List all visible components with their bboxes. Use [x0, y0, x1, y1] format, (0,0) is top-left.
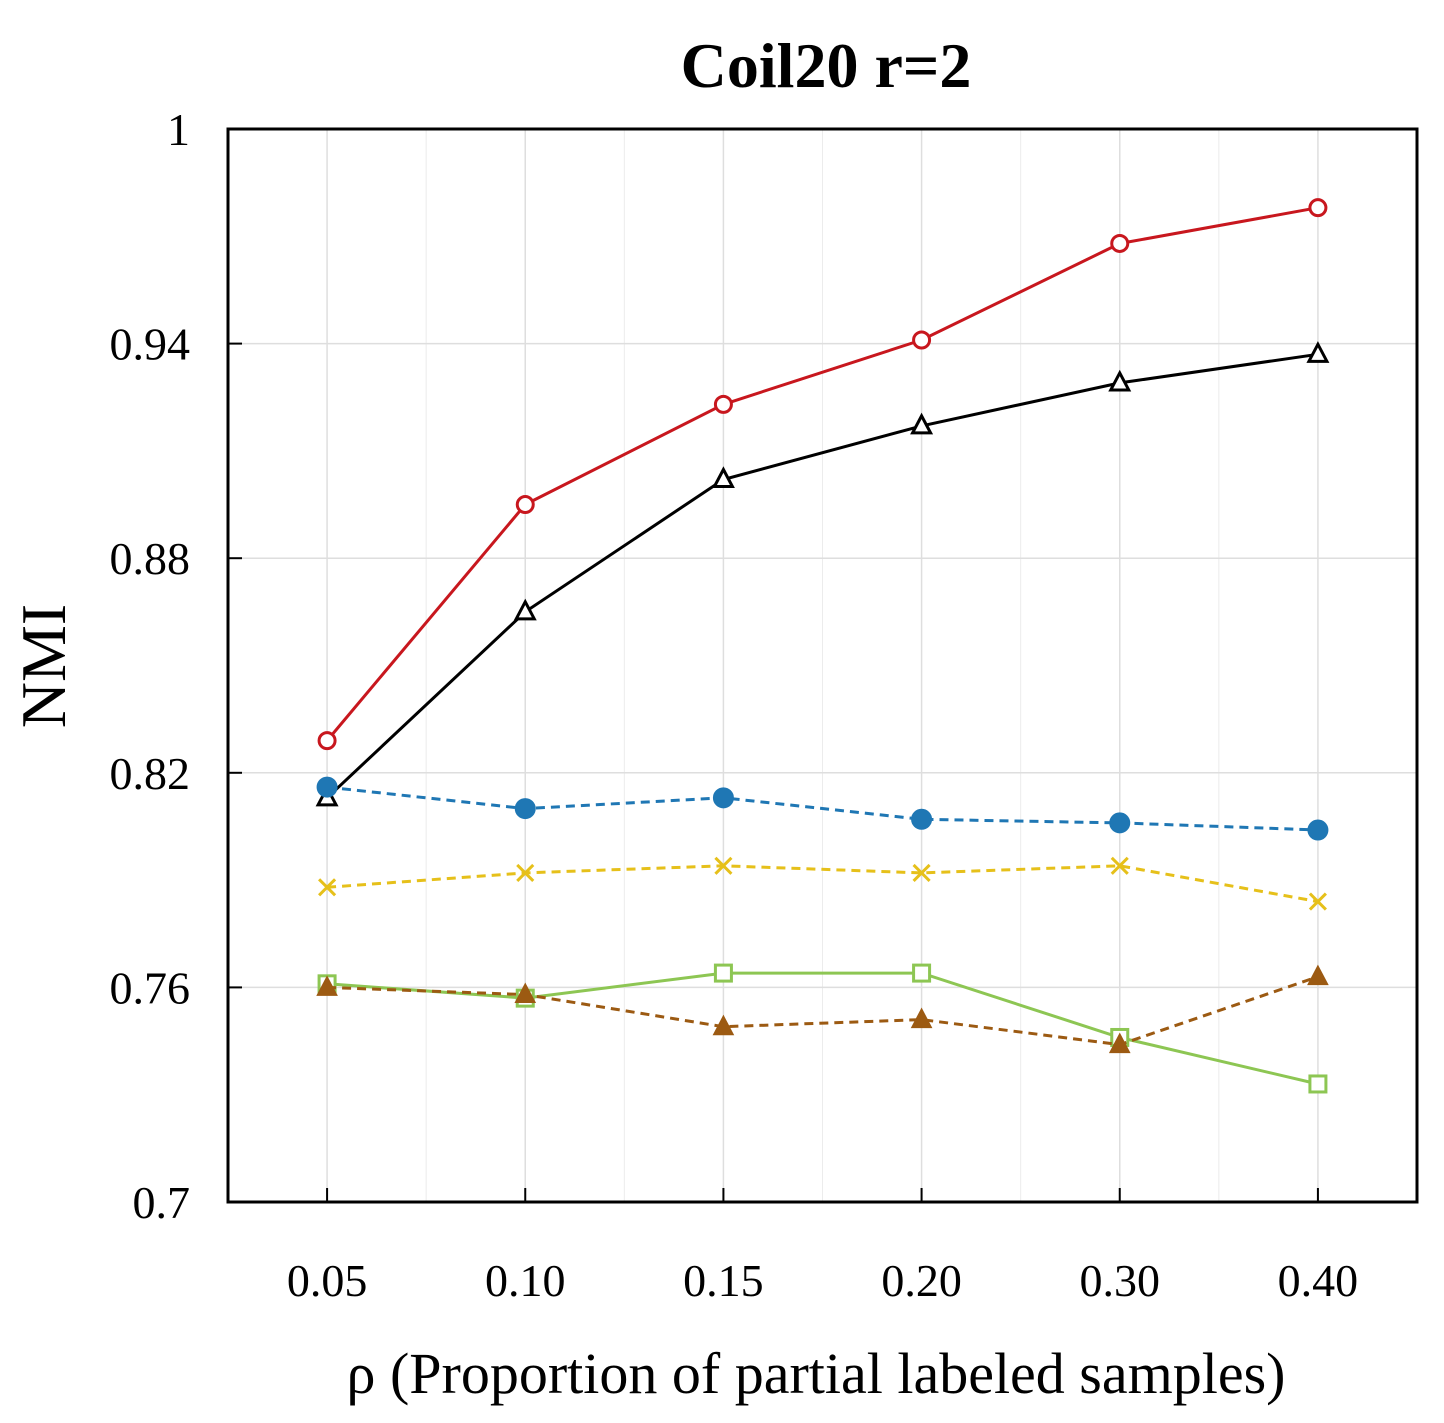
data-point [514, 982, 537, 1004]
data-point [316, 776, 338, 798]
data-point [1308, 892, 1327, 911]
y-tick-label: 0.76 [110, 962, 191, 1013]
data-point [1306, 341, 1330, 363]
data-point [912, 963, 932, 983]
x-tick-label: 0.10 [485, 1255, 566, 1306]
ticks: 0.05 0.10 0.15 0.20 0.30 0.40 0.7 0.76 0.82 0.88 0… [110, 104, 1359, 1306]
series-line [326, 864, 1319, 904]
y-tick-label: 0.7 [133, 1177, 191, 1228]
data-point [912, 330, 932, 350]
series [315, 198, 1330, 1094]
y-tick-label: 0.94 [110, 319, 191, 370]
data-point [318, 878, 337, 897]
data-point [1308, 198, 1328, 218]
data-point [1110, 856, 1129, 875]
data-point [713, 963, 733, 983]
series-2 [316, 776, 1329, 841]
data-point [1307, 964, 1329, 986]
data-point [912, 863, 931, 883]
x-tick-label: 0.30 [1080, 1255, 1161, 1306]
data-point [712, 787, 734, 809]
data-point [910, 1007, 933, 1029]
series-3 [318, 856, 1327, 911]
series-5 [316, 964, 1329, 1054]
series-line [326, 352, 1319, 799]
data-point [1109, 812, 1131, 834]
data-point [515, 495, 535, 515]
y-tick-label: 1 [167, 104, 190, 155]
data-point [1308, 1074, 1328, 1094]
series-line [325, 206, 1319, 742]
y-tick-label: 0.88 [110, 533, 191, 584]
series-line [327, 975, 1319, 1047]
x-tick-label: 0.15 [683, 1255, 764, 1306]
data-point [1307, 819, 1329, 841]
data-point [316, 975, 338, 996]
data-point [1108, 369, 1132, 392]
series-line [326, 785, 1318, 832]
data-point [317, 731, 337, 751]
y-tick-label: 0.82 [110, 748, 191, 799]
data-point [516, 863, 535, 883]
data-point [711, 466, 735, 489]
y-axis-label: NMI [8, 604, 79, 728]
data-point [514, 798, 536, 820]
x-tick-label: 0.05 [287, 1255, 368, 1306]
x-axis-label: ρ (Proportion of partial labeled samples… [347, 1341, 1286, 1406]
chart-title: Coil20 r=2 [681, 30, 972, 101]
grid [228, 129, 1417, 1202]
plot-frame [226, 127, 1419, 1204]
data-point [910, 412, 934, 435]
series-0 [317, 198, 1328, 751]
data-point [1110, 233, 1130, 253]
data-point [1108, 1032, 1131, 1054]
data-point [911, 808, 933, 830]
data-point [712, 1014, 735, 1036]
x-tick-label: 0.40 [1278, 1255, 1359, 1306]
data-point [713, 394, 733, 414]
x-tick-label: 0.20 [881, 1255, 962, 1306]
data-point [513, 598, 537, 621]
data-point [714, 856, 733, 875]
series-4 [317, 963, 1328, 1094]
series-line [326, 971, 1319, 1086]
